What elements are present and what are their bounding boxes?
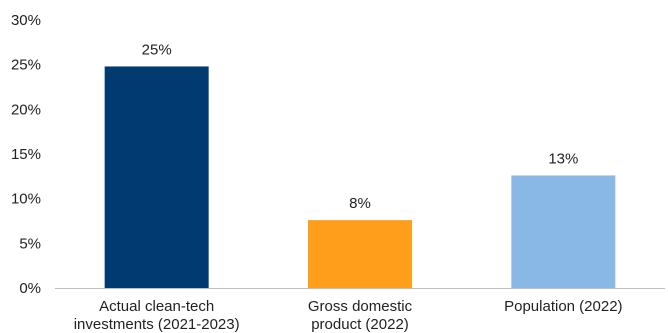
y-tick-label: 30%: [11, 12, 41, 29]
bar: [104, 66, 209, 288]
x-category-label: Gross domestic product (2022): [308, 298, 413, 333]
y-tick-label: 20%: [11, 101, 41, 118]
y-tick-label: 15%: [11, 146, 41, 163]
data-label: 13%: [548, 150, 578, 167]
x-axis: Actual clean-tech investments (2021-2023)…: [55, 288, 665, 333]
x-category-label: Actual clean-tech investments (2021-2023): [74, 298, 240, 333]
x-category-label: Population (2022): [504, 298, 622, 315]
y-tick-label: 5%: [19, 235, 41, 252]
data-label: 8%: [349, 195, 371, 212]
bar: [511, 175, 616, 288]
y-tick-label: 25%: [11, 57, 41, 74]
bars: 25% 8% 13%: [104, 41, 616, 288]
bar: [308, 220, 412, 288]
y-tick-label: 0%: [19, 280, 41, 297]
y-axis: 0% 5% 10% 15% 20% 25% 30%: [11, 12, 41, 297]
y-tick-label: 10%: [11, 191, 41, 208]
data-label: 25%: [142, 41, 172, 58]
